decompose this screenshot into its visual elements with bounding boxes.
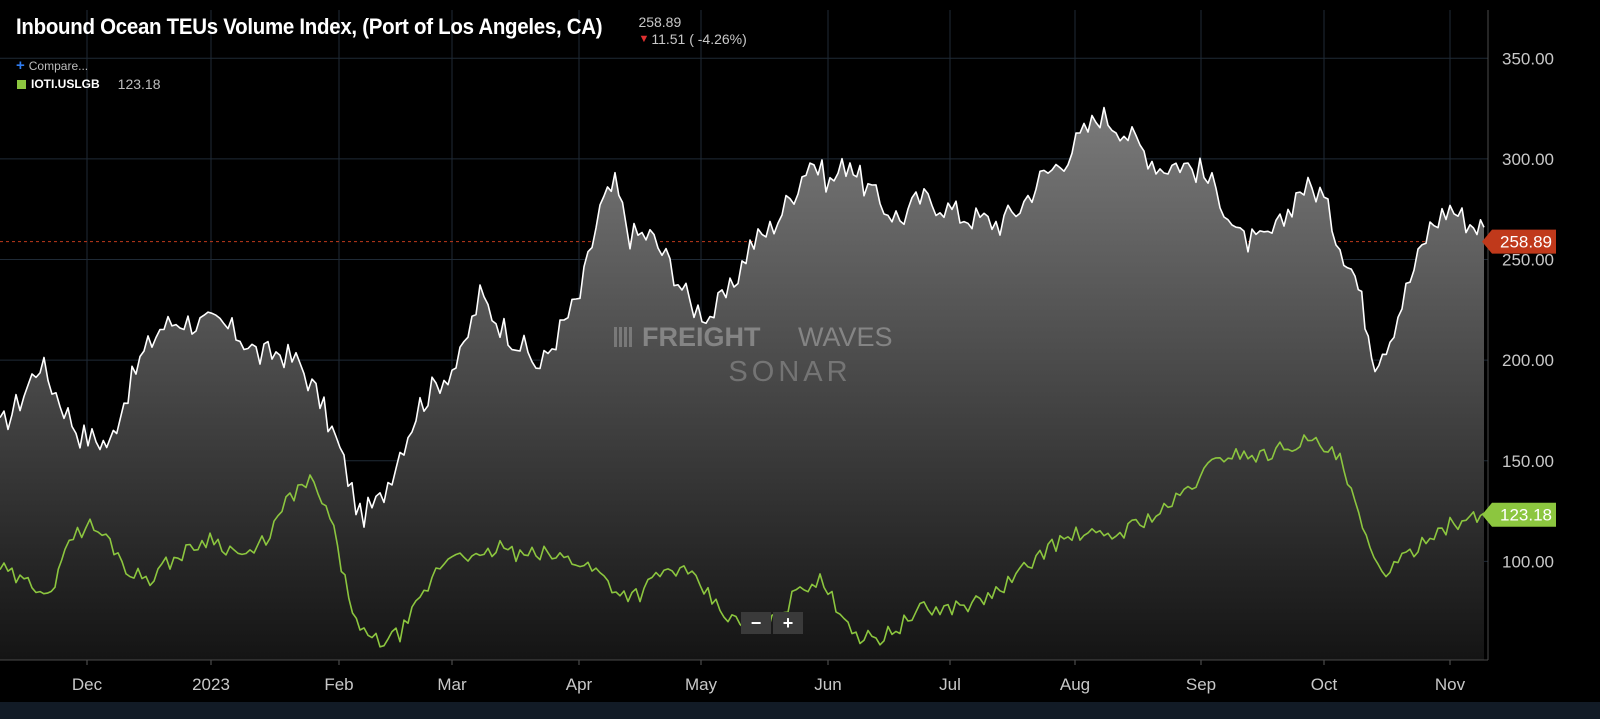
x-tick-label: Nov bbox=[1435, 675, 1466, 694]
primary-series-line bbox=[0, 106, 1485, 528]
y-tick-label: 100.00 bbox=[1502, 552, 1554, 571]
legend-swatch bbox=[17, 79, 26, 89]
secondary-value-badge: 123.18 bbox=[1482, 502, 1556, 527]
x-tick-label: Aug bbox=[1060, 675, 1090, 694]
x-tick-label: Apr bbox=[566, 675, 593, 694]
y-tick-label: 350.00 bbox=[1502, 49, 1554, 68]
y-tick-label: 250.00 bbox=[1502, 251, 1554, 270]
zoom-out-button[interactable]: − bbox=[741, 612, 771, 634]
freightwaves-logo-icon bbox=[614, 327, 632, 347]
x-tick-label: Oct bbox=[1311, 675, 1338, 694]
value-badges: 258.89 123.18 bbox=[1482, 229, 1556, 527]
secondary-value-badge-shape bbox=[1482, 502, 1556, 527]
zoom-controls: − + bbox=[741, 612, 803, 634]
legend-value: 123.18 bbox=[117, 76, 161, 92]
x-tick-label: Mar bbox=[437, 675, 467, 694]
y-tick-label: 200.00 bbox=[1502, 351, 1554, 370]
down-arrow-icon: ▼ bbox=[638, 33, 650, 45]
change-row: ▼ 11.51 ( -4.26%) bbox=[638, 31, 746, 48]
zoom-in-button[interactable]: + bbox=[773, 612, 803, 634]
y-tick-label: 300.00 bbox=[1502, 150, 1554, 169]
x-tick-label: May bbox=[685, 675, 718, 694]
compare-label: Compare... bbox=[28, 59, 89, 73]
last-value: 258.89 bbox=[638, 14, 682, 30]
watermark-sonar: SONAR bbox=[728, 356, 851, 388]
watermark-freight: FREIGHT bbox=[642, 322, 761, 352]
legend-item[interactable]: IOTI.USLGB 123.18 bbox=[17, 76, 161, 92]
compare-button[interactable]: + Compare... bbox=[16, 57, 89, 74]
x-tick-label: Dec bbox=[72, 675, 103, 694]
secondary-value-badge-label: 123.18 bbox=[1500, 506, 1552, 525]
x-tick-label: Jul bbox=[939, 675, 961, 694]
legend-label: IOTI.USLGB bbox=[31, 77, 100, 91]
x-tick-label: 2023 bbox=[192, 675, 230, 694]
change-text: 11.51 ( -4.26%) bbox=[651, 31, 747, 47]
plus-icon: + bbox=[16, 57, 25, 74]
last-value-badge-shape bbox=[1482, 229, 1556, 254]
area-series bbox=[0, 107, 1484, 660]
last-value-badge-label: 258.89 bbox=[1500, 233, 1552, 252]
x-tick-label: Jun bbox=[814, 675, 841, 694]
chart-title: Inbound Ocean TEUs Volume Index, (Port o… bbox=[16, 14, 603, 39]
watermark-waves: WAVES bbox=[798, 322, 893, 352]
x-tick-label: Feb bbox=[324, 675, 353, 694]
primary-area-fill bbox=[0, 107, 1484, 660]
last-value-badge: 258.89 bbox=[1482, 229, 1556, 254]
bottom-bar bbox=[0, 702, 1600, 719]
watermark: FREIGHT WAVES SONAR bbox=[614, 322, 893, 388]
quote-box: 258.89 ▼ 11.51 ( -4.26%) bbox=[638, 14, 746, 48]
x-tick-label: Sep bbox=[1186, 675, 1216, 694]
y-tick-label: 150.00 bbox=[1502, 452, 1554, 471]
axes: 100.00 150.00 200.00 250.00 300.00 350.00 Dec 2… bbox=[0, 10, 1554, 694]
chart-header: Inbound Ocean TEUs Volume Index, (Port o… bbox=[16, 14, 747, 48]
